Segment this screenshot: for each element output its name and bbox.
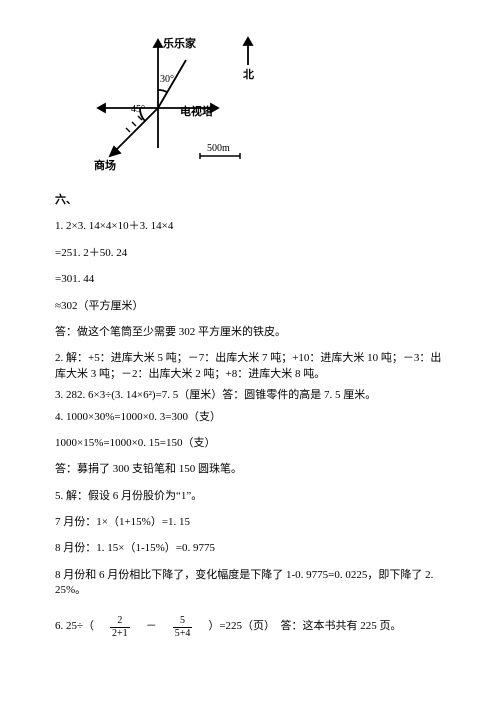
answer-content: 六、 1. 2×3. 14×4×10＋3. 14×4 =251. 2＋50. 2… — [55, 193, 445, 650]
answer-line: 7 月份：1×（1+15%）=1. 15 — [55, 515, 445, 530]
answer-line: 答：做这个笔筒至少需要 302 平方厘米的铁皮。 — [55, 325, 445, 340]
answer-line-fraction: 6. 25÷（ 2 2+1 － 5 5+4 ）=225（页） 答：这本书共有 2… — [55, 616, 402, 639]
answer-line: =301. 44 — [55, 272, 445, 287]
lele-home-label: 乐乐家 — [163, 36, 197, 50]
angle-30-label: 30° — [160, 74, 174, 85]
fraction-numerator: 5 — [178, 616, 187, 627]
answer-line: ≈302（平方厘米） — [55, 299, 445, 314]
answer-line: 4. 1000×30%=1000×0. 3=300（支） — [55, 410, 445, 425]
answer-line: 3. 282. 6×3÷(3. 14×6²)=7. 5（厘米）答：圆锥零件的高是… — [55, 388, 445, 403]
compass-diagram: 北 乐乐家 电视塔 商场 30° 45° 500m — [80, 30, 270, 175]
market-label: 商场 — [94, 158, 116, 172]
fraction: 2 2+1 — [110, 616, 130, 639]
fraction-numerator: 2 — [115, 616, 124, 627]
text-fragment: 6. 25÷（ — [55, 619, 94, 634]
answer-line: 2. 解：+5：进库大米 5 吨；－7：出库大米 7 吨；+10：进库大米 10… — [55, 351, 445, 382]
fraction-denominator: 2+1 — [110, 627, 130, 639]
scale-label: 500m — [207, 143, 230, 154]
fraction: 5 5+4 — [173, 616, 193, 639]
text-fragment: － — [146, 619, 157, 634]
section-heading: 六、 — [55, 193, 445, 208]
answer-line: 1. 2×3. 14×4×10＋3. 14×4 — [55, 219, 445, 234]
fraction-denominator: 5+4 — [173, 627, 193, 639]
answer-line: =251. 2＋50. 24 — [55, 246, 445, 261]
tv-tower-label: 电视塔 — [180, 104, 214, 118]
north-label: 北 — [243, 67, 254, 81]
answer-line: 答：募捐了 300 支铅笔和 150 圆珠笔。 — [55, 462, 445, 477]
answer-line: 5. 解：假设 6 月份股价为“1”。 — [55, 489, 445, 504]
angle-45-label: 45° — [131, 104, 145, 115]
answer-line: 8 月份：1. 15×（1-15%）=0. 9775 — [55, 541, 445, 556]
answer-line: 1000×15%=1000×0. 15=150（支） — [55, 436, 445, 451]
answer-line: 8 月份和 6 月份相比下降了，变化幅度是下降了 1-0. 9775=0. 02… — [55, 568, 445, 599]
text-fragment: ）=225（页） 答：这本书共有 225 页。 — [208, 619, 401, 634]
